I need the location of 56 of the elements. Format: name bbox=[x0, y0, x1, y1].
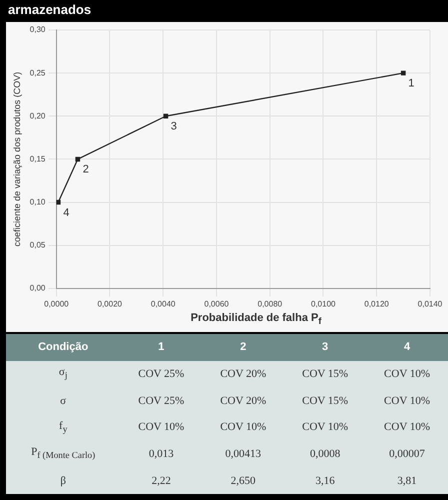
annotation: 2 bbox=[82, 164, 89, 176]
text: 2,650 bbox=[230, 474, 257, 489]
text: COV 20% bbox=[219, 394, 268, 409]
chart-title: armazenados bbox=[7, 1, 92, 19]
x-tick-label: 0,0000 bbox=[44, 299, 70, 308]
text: Condição bbox=[6, 334, 120, 361]
text: COV 10% bbox=[383, 394, 431, 409]
text: COV 10% bbox=[219, 420, 268, 436]
text: 2,22 bbox=[150, 474, 172, 489]
text: 3 bbox=[284, 334, 366, 361]
y-tick-label: 0,30 bbox=[30, 25, 46, 34]
text: 3,81 bbox=[396, 474, 418, 489]
text: COV 25% bbox=[137, 366, 186, 382]
text: 2 bbox=[202, 334, 284, 361]
point bbox=[56, 200, 61, 205]
y-tick-label: 0,25 bbox=[30, 68, 46, 78]
text: COV 15% bbox=[301, 366, 350, 382]
annotation: 4 bbox=[63, 206, 70, 219]
text: 3,16 bbox=[314, 474, 336, 489]
y-tick-label: 0,15 bbox=[30, 154, 46, 164]
text: β bbox=[59, 474, 67, 489]
y-tick-label: 0,10 bbox=[30, 197, 46, 206]
y-axis-title: coeficiente de variação dos produtos (COV) bbox=[12, 72, 22, 246]
y-tick-label: 0,05 bbox=[30, 240, 46, 250]
x-tick-label: 0,0040 bbox=[150, 299, 176, 308]
point bbox=[163, 114, 168, 118]
x-tick-label: 0,0020 bbox=[98, 299, 123, 308]
annotation: 3 bbox=[170, 120, 177, 133]
point bbox=[75, 156, 80, 162]
x-axis-title: Probabilidade de falha P$_{f}$ bbox=[190, 312, 322, 326]
text: 0,00007 bbox=[388, 446, 426, 462]
text: COV 10% bbox=[383, 420, 431, 436]
text: σ$_{j}$ bbox=[58, 365, 68, 383]
text: 1 bbox=[120, 334, 202, 361]
x-tick-label: 0,0140 bbox=[418, 299, 443, 308]
text: COV 10% bbox=[301, 420, 350, 436]
text: COV 10% bbox=[137, 420, 186, 436]
y-tick-label: 0,20 bbox=[30, 111, 46, 120]
text: f$_{y}$ bbox=[58, 418, 68, 436]
text: COV 20% bbox=[219, 366, 268, 382]
point bbox=[400, 70, 406, 76]
text: σ bbox=[59, 394, 68, 409]
text: COV 25% bbox=[137, 394, 186, 409]
text: P$_{f (Monte Carlo)}$ bbox=[30, 445, 96, 463]
x-tick-label: 0,0080 bbox=[258, 299, 283, 308]
text: COV 10% bbox=[383, 366, 431, 382]
text: 0,0008 bbox=[308, 446, 342, 462]
text: 0,013 bbox=[148, 446, 175, 462]
annotation: 1 bbox=[408, 78, 414, 90]
x-tick-label: 0,0060 bbox=[204, 299, 230, 308]
text: 4 bbox=[366, 334, 448, 361]
y-tick-label: 0,00 bbox=[30, 284, 46, 293]
text: COV 15% bbox=[301, 394, 350, 409]
x-tick-label: 0,0100 bbox=[311, 299, 336, 308]
text: 0,00413 bbox=[224, 446, 262, 462]
x-tick-label: 0,0120 bbox=[364, 299, 390, 308]
